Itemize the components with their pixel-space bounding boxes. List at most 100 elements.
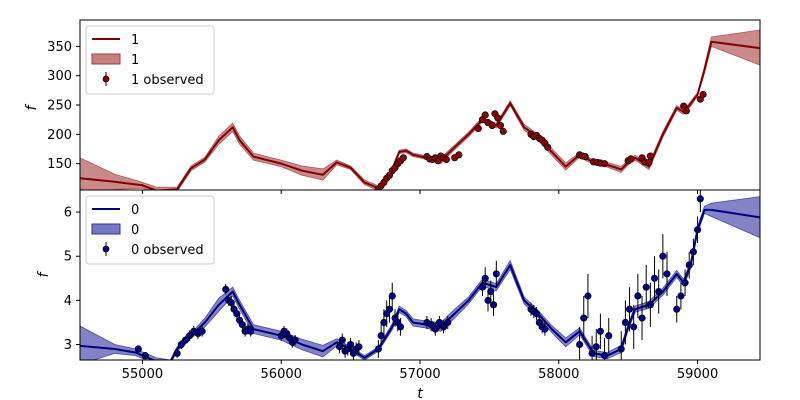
bottom-observed-point <box>291 334 299 346</box>
top-legend-line-label: 1 <box>131 33 139 48</box>
bottom-y-ticks: 3 4 5 6 <box>64 206 80 353</box>
bottom-observed-marker <box>696 195 704 203</box>
bottom-observed-point <box>621 300 629 345</box>
bottom-observed-marker <box>444 318 452 327</box>
top-observed-marker <box>488 121 496 130</box>
bottom-x-tick-label: 56000 <box>261 367 302 382</box>
top-y-tick-label: 150 <box>47 157 72 172</box>
bottom-observed-point <box>659 234 667 279</box>
bottom-observed-point <box>440 320 448 334</box>
bottom-observed-marker <box>335 343 344 351</box>
bottom-y-tick-label: 5 <box>64 250 72 265</box>
bottom-observed-point <box>605 318 613 354</box>
bottom-observed-point <box>696 190 704 213</box>
top-observed-marker <box>544 143 552 151</box>
bottom-observed-marker <box>173 349 181 357</box>
top-band-layer <box>80 29 760 190</box>
bottom-observed-point <box>588 335 596 360</box>
bottom-observed-point <box>650 256 659 301</box>
bottom-observed-marker <box>478 283 486 291</box>
bottom-observed-point <box>626 287 634 332</box>
bottom-observed-marker <box>646 301 654 309</box>
bottom-legend-band-swatch <box>91 223 121 235</box>
top-observed-point <box>682 107 690 115</box>
top-y-tick-label: 200 <box>47 128 72 143</box>
bottom-observed-point <box>388 282 396 310</box>
top-observed-marker <box>646 152 654 160</box>
bottom-observed-marker <box>592 343 600 351</box>
bottom-observed-point <box>663 251 671 296</box>
bottom-observed-point <box>238 319 246 330</box>
top-observed-point <box>488 121 496 130</box>
bottom-legend: 0 0 0 observed <box>85 195 215 265</box>
bottom-observed-marker <box>634 292 642 300</box>
bottom-observed-marker <box>427 321 435 329</box>
x-axis-label: t <box>417 386 423 400</box>
bottom-observed-point <box>355 340 363 354</box>
bottom-observed-point <box>247 326 255 337</box>
bottom-observed-marker <box>630 323 638 331</box>
bottom-observed-point <box>694 216 702 243</box>
bottom-observed-point <box>374 340 382 358</box>
bottom-y-tick-label: 4 <box>64 294 72 309</box>
top-observed-marker <box>494 114 502 122</box>
top-observed-marker <box>682 107 690 115</box>
bottom-legend-box <box>85 195 215 265</box>
bottom-observed-point <box>638 295 646 341</box>
top-observed-marker <box>481 111 489 119</box>
bottom-observed-point <box>584 273 592 319</box>
bottom-observed-marker <box>689 248 697 256</box>
bottom-observed-point <box>685 251 693 279</box>
bottom-observed-point <box>630 304 638 349</box>
bottom-observed-marker <box>227 299 235 307</box>
bottom-observed-marker <box>621 318 629 327</box>
top-legend-marker-swatch <box>102 75 110 83</box>
bottom-observed-marker <box>233 310 241 318</box>
bottom-observed-marker <box>222 285 230 293</box>
bottom-observed-point <box>677 282 685 310</box>
bottom-observed-marker <box>685 261 693 269</box>
bottom-observed-point <box>689 238 697 266</box>
top-observed-point <box>474 124 482 132</box>
bottom-observed-point <box>617 331 625 360</box>
top-observed-marker <box>455 151 463 159</box>
bottom-observed-point <box>198 326 206 337</box>
bottom-observed-marker <box>481 274 489 282</box>
bottom-observed-marker <box>677 292 685 300</box>
bottom-observed-marker <box>659 252 667 260</box>
top-y-ticks: 150 200 250 300 350 <box>47 40 80 172</box>
bottom-observed-point <box>492 260 500 288</box>
bottom-observed-point <box>141 352 149 360</box>
top-observed-layer <box>374 90 707 190</box>
top-legend: 1 1 1 observed <box>85 25 215 95</box>
bottom-observed-marker <box>576 340 584 349</box>
top-y-tick-label: 300 <box>47 69 72 84</box>
top-observed-marker <box>581 153 589 161</box>
bottom-observed-marker <box>596 327 604 335</box>
bottom-observed-marker <box>177 340 185 349</box>
bottom-observed-point <box>592 329 600 360</box>
bottom-observed-marker <box>533 310 541 318</box>
bottom-observed-marker <box>134 345 142 353</box>
bottom-observed-point <box>487 280 495 303</box>
top-y-tick-label: 350 <box>47 40 72 55</box>
bottom-observed-point <box>177 340 185 349</box>
top-observed-point <box>646 152 654 160</box>
top-observed-point <box>442 155 450 164</box>
bottom-observed-marker <box>541 325 549 333</box>
bottom-observed-point <box>490 293 498 316</box>
bottom-observed-layer <box>134 190 704 360</box>
top-observed-point <box>645 158 653 166</box>
bottom-observed-marker <box>655 288 663 296</box>
top-observed-marker <box>442 155 450 164</box>
bottom-observed-point <box>134 345 142 353</box>
bottom-observed-point <box>642 265 650 310</box>
bottom-observed-point <box>673 295 681 323</box>
bottom-observed-point <box>655 269 663 314</box>
top-legend-band-label: 1 <box>131 53 139 68</box>
top-observed-point <box>627 155 635 163</box>
bottom-legend-line-label: 0 <box>131 203 139 218</box>
bottom-observed-marker <box>681 279 689 287</box>
bottom-observed-marker <box>584 292 592 300</box>
